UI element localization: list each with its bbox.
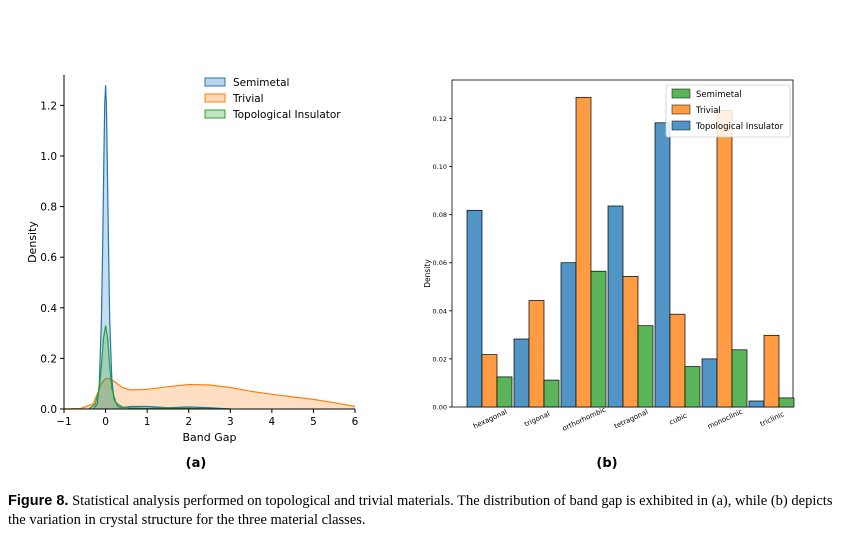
legend-swatch xyxy=(204,109,226,119)
legend-label: Trivial xyxy=(695,106,721,116)
y-tick-label: 0.08 xyxy=(433,211,447,219)
y-tick-label: 0.06 xyxy=(433,259,447,267)
bar-semimetal-hexagonal xyxy=(496,376,513,408)
panel-b-bar-chart: hexagonal trigonal orthorhombic tetragonal c… xyxy=(423,79,795,433)
density-line-topological-insulator xyxy=(88,325,231,410)
bar-trivial-orthorhombic xyxy=(575,96,592,408)
bar-topological-insulator-triclinic xyxy=(748,400,765,408)
caption-label: Figure 8. xyxy=(8,493,69,509)
panel-b-label: (b) xyxy=(596,456,617,471)
panel-a-label: (a) xyxy=(186,456,207,471)
y-tick-label: 0.6 xyxy=(40,252,57,264)
legend-label: Semimetal xyxy=(233,77,289,89)
legend-swatch xyxy=(204,93,226,103)
bar-topological-insulator-hexagonal xyxy=(466,209,483,408)
bar-trivial-hexagonal xyxy=(481,354,498,408)
y-tick-label: 0.02 xyxy=(433,355,447,363)
bar-trivial-monoclinic xyxy=(716,110,733,408)
bar-semimetal-cubic xyxy=(684,366,701,408)
bar-semimetal-orthorhombic xyxy=(590,270,607,408)
legend-swatch xyxy=(671,104,691,115)
density-line-semimetal xyxy=(92,85,231,410)
bar-trivial-triclinic xyxy=(763,334,780,408)
y-tick-label: 0.8 xyxy=(40,202,57,214)
bar-topological-insulator-cubic xyxy=(654,122,671,408)
legend-label: Semimetal xyxy=(696,90,742,100)
x-tick-label: 4 xyxy=(269,416,276,428)
x-tick-label: orthorhombic xyxy=(561,406,607,433)
density-area-topological-insulator xyxy=(88,325,231,409)
bar-topological-insulator-trigonal xyxy=(513,338,530,408)
bar-semimetal-monoclinic xyxy=(731,349,748,408)
bar-trivial-trigonal xyxy=(528,300,545,408)
y-tick-label: 0.04 xyxy=(433,307,447,315)
legend-label: Trivial xyxy=(232,93,264,105)
x-tick-label: 5 xyxy=(310,416,317,428)
y-tick-label: 1.2 xyxy=(40,100,57,112)
x-tick-label: 3 xyxy=(227,416,234,428)
x-tick-label: tetragonal xyxy=(613,408,649,431)
y-tick-label: 0.00 xyxy=(433,404,447,412)
caption-text: Statistical analysis performed on topolo… xyxy=(8,493,833,528)
density-area-trivial xyxy=(64,378,355,409)
bar-topological-insulator-monoclinic xyxy=(701,358,718,408)
figure-caption: Figure 8. Statistical analysis performed… xyxy=(8,492,838,530)
bar-trivial-cubic xyxy=(669,313,686,408)
bar-topological-insulator-orthorhombic xyxy=(560,262,577,408)
x-tick-label: monoclinic xyxy=(706,408,744,431)
panel-a-density-plot: −1 0 1 2 3 4 5 6 0.0 0.2 0.4 0.6 0.8 1.0 1.2 Band Gap De… xyxy=(26,75,359,444)
x-axis-title: Band Gap xyxy=(183,431,237,444)
y-axis-title: Density xyxy=(423,259,432,288)
x-tick-label: hexagonal xyxy=(472,408,508,431)
legend-box xyxy=(665,84,791,138)
legend-label: Topological Insulator xyxy=(232,109,341,121)
bar-semimetal-trigonal xyxy=(543,379,560,408)
legend-swatch xyxy=(671,88,691,99)
bar-semimetal-tetragonal xyxy=(637,325,654,408)
x-tick-label: triclinic xyxy=(759,410,786,428)
y-tick-label: 0.2 xyxy=(40,353,57,365)
y-tick-label: 0.12 xyxy=(433,115,447,123)
x-tick-label: 1 xyxy=(144,416,151,428)
x-tick-label: cubic xyxy=(668,412,688,427)
x-tick-label: 6 xyxy=(352,416,359,428)
bar-semimetal-triclinic xyxy=(778,397,795,408)
bar-trivial-tetragonal xyxy=(622,276,639,408)
y-axis-title: Density xyxy=(26,221,39,263)
density-area-semimetal xyxy=(93,85,231,409)
x-tick-label: trigonal xyxy=(523,410,551,429)
y-tick-label: 0.0 xyxy=(40,404,57,416)
y-tick-label: 0.10 xyxy=(433,163,447,171)
bar-topological-insulator-tetragonal xyxy=(607,205,624,408)
legend-swatch xyxy=(671,120,691,131)
legend-swatch xyxy=(204,77,226,87)
x-tick-label: −1 xyxy=(56,416,71,428)
y-tick-label: 1.0 xyxy=(40,151,57,163)
x-tick-label: 0 xyxy=(102,416,109,428)
x-tick-label: 2 xyxy=(185,416,192,428)
legend-label: Topological Insulator xyxy=(695,122,784,132)
y-tick-label: 0.4 xyxy=(40,303,57,315)
